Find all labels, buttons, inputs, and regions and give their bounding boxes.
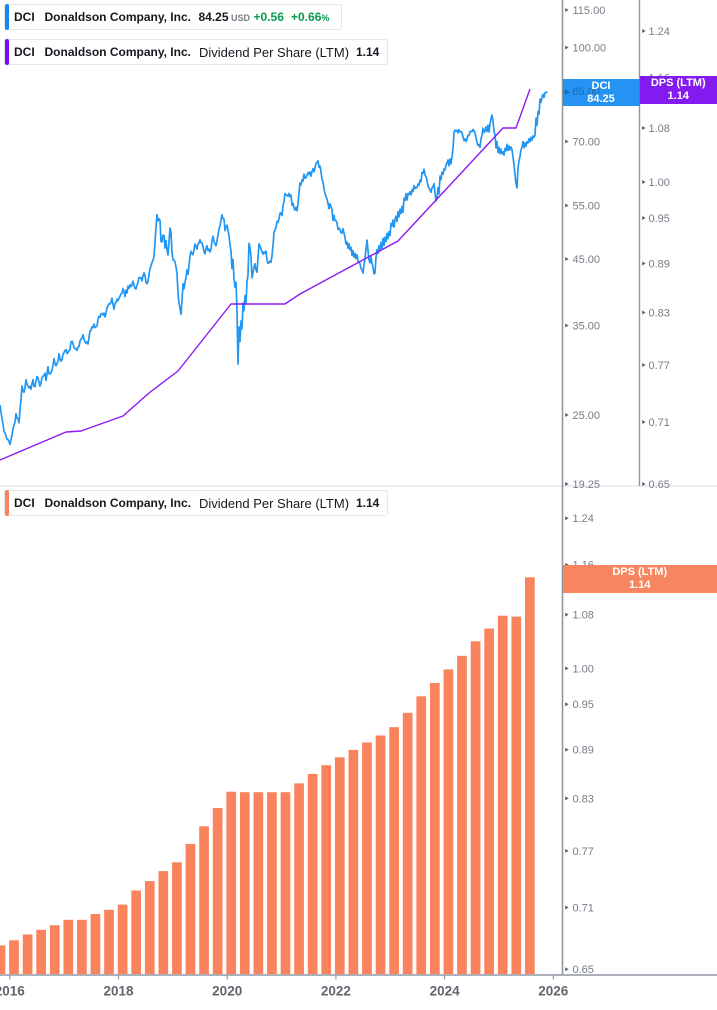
svg-text:2016: 2016 (0, 984, 25, 999)
svg-text:0.77: 0.77 (649, 360, 670, 372)
svg-text:0.65: 0.65 (573, 964, 594, 976)
svg-text:100.00: 100.00 (573, 42, 607, 54)
svg-text:0.65: 0.65 (649, 479, 670, 491)
svg-text:0.95: 0.95 (649, 213, 670, 225)
svg-text:2026: 2026 (538, 984, 569, 999)
svg-text:2024: 2024 (430, 984, 461, 999)
svg-text:0.71: 0.71 (649, 417, 670, 429)
svg-text:1.00: 1.00 (573, 663, 594, 675)
svg-text:1.24: 1.24 (573, 513, 594, 525)
svg-text:0.89: 0.89 (649, 258, 670, 270)
svg-text:2018: 2018 (103, 984, 134, 999)
svg-text:45.00: 45.00 (573, 254, 601, 266)
svg-text:0.83: 0.83 (649, 307, 670, 319)
svg-text:115.00: 115.00 (573, 5, 606, 17)
svg-text:1.08: 1.08 (649, 123, 670, 135)
svg-text:0.83: 0.83 (573, 793, 594, 805)
svg-text:35.00: 35.00 (573, 320, 601, 332)
svg-text:0.77: 0.77 (573, 846, 594, 858)
svg-text:1.00: 1.00 (649, 177, 670, 189)
svg-text:0.89: 0.89 (573, 745, 594, 757)
svg-text:55.00: 55.00 (573, 200, 601, 212)
svg-text:19.25: 19.25 (573, 479, 601, 491)
svg-text:70.00: 70.00 (573, 136, 601, 148)
svg-text:1.24: 1.24 (649, 26, 670, 38)
svg-text:1.08: 1.08 (573, 610, 594, 622)
svg-text:2020: 2020 (212, 984, 242, 999)
svg-text:0.95: 0.95 (573, 699, 594, 711)
svg-text:25.00: 25.00 (573, 410, 601, 422)
svg-text:0.71: 0.71 (573, 902, 594, 914)
svg-text:2022: 2022 (321, 984, 351, 999)
